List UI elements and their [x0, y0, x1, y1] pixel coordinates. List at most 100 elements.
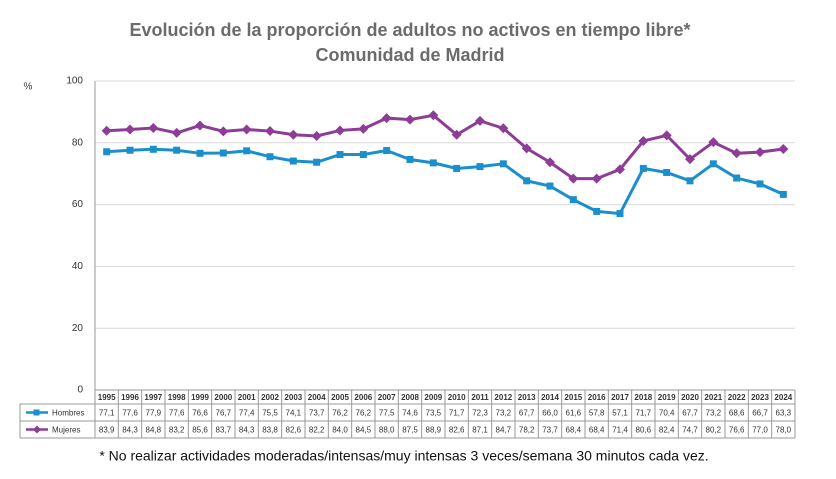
- data-label: 71,7: [636, 409, 652, 418]
- chart-title: Evolución de la proporción de adultos no…: [129, 20, 690, 40]
- marker: [453, 164, 461, 172]
- marker: [731, 148, 742, 159]
- footnote: * No realizar actividades moderadas/inte…: [99, 448, 708, 464]
- marker: [405, 114, 415, 125]
- x-tick-label: 2023: [751, 393, 769, 402]
- y-tick-label: 20: [72, 323, 84, 334]
- data-label: 71,4: [612, 426, 628, 435]
- x-tick-label: 2024: [774, 393, 792, 402]
- marker: [661, 130, 672, 141]
- marker: [101, 125, 112, 136]
- x-tick-label: 1998: [168, 393, 186, 402]
- data-label: 67,7: [682, 409, 698, 418]
- data-label: 77,0: [752, 426, 768, 435]
- marker: [126, 146, 134, 154]
- marker: [616, 210, 624, 218]
- x-tick-label: 2016: [588, 393, 606, 402]
- marker: [289, 157, 297, 165]
- data-label: 68,6: [729, 409, 745, 418]
- marker: [638, 135, 649, 146]
- marker: [241, 124, 252, 135]
- marker: [218, 126, 229, 137]
- data-label: 72,3: [472, 409, 488, 418]
- data-label: 82,6: [449, 426, 465, 435]
- y-tick-label: 100: [66, 76, 83, 87]
- x-tick-label: 2011: [471, 393, 489, 402]
- marker: [383, 147, 391, 155]
- x-tick-label: 2017: [611, 393, 629, 402]
- x-tick-label: 2002: [261, 393, 279, 402]
- y-tick-label: 80: [72, 137, 84, 148]
- data-label: 76,2: [332, 409, 348, 418]
- marker: [125, 124, 135, 135]
- data-label: 73,5: [426, 409, 442, 418]
- y-tick-label: 0: [77, 385, 83, 396]
- y-axis-label: %: [24, 82, 33, 93]
- data-label: 80,6: [636, 426, 652, 435]
- marker: [313, 158, 321, 166]
- x-tick-label: 2020: [681, 393, 699, 402]
- data-label: 63,3: [776, 409, 792, 418]
- data-label: 77,5: [379, 409, 395, 418]
- marker: [243, 147, 251, 155]
- data-label: 84,7: [496, 426, 512, 435]
- data-label: 77,6: [122, 409, 138, 418]
- marker: [685, 154, 695, 165]
- legend-label: Mujeres: [52, 426, 80, 435]
- marker: [149, 145, 157, 153]
- x-tick-label: 2005: [331, 393, 349, 402]
- x-tick-label: 1999: [191, 393, 209, 402]
- marker: [499, 160, 507, 168]
- marker: [569, 196, 577, 204]
- data-label: 80,2: [706, 426, 722, 435]
- data-label: 73,2: [496, 409, 512, 418]
- y-tick-label: 60: [72, 199, 84, 210]
- data-label: 74,6: [402, 409, 418, 418]
- marker: [311, 131, 322, 142]
- data-label: 75,5: [262, 409, 278, 418]
- data-label: 77,1: [99, 409, 115, 418]
- x-tick-label: 2004: [308, 393, 326, 402]
- x-tick-label: 2012: [494, 393, 512, 402]
- data-label: 84,0: [332, 426, 348, 435]
- marker: [195, 120, 205, 131]
- data-label: 77,4: [239, 409, 255, 418]
- marker: [546, 182, 554, 190]
- data-label: 82,4: [659, 426, 675, 435]
- marker: [591, 173, 602, 184]
- marker: [756, 180, 764, 188]
- data-label: 88,9: [426, 426, 442, 435]
- x-tick-label: 2015: [564, 393, 582, 402]
- data-label: 87,5: [402, 426, 418, 435]
- marker: [335, 125, 345, 136]
- data-label: 83,9: [99, 426, 115, 435]
- data-label: 78,2: [519, 426, 535, 435]
- marker: [521, 143, 532, 154]
- marker: [709, 160, 717, 168]
- x-tick-label: 1995: [98, 393, 116, 402]
- marker: [173, 146, 181, 154]
- legend-marker: [33, 409, 40, 416]
- x-tick-label: 2000: [214, 393, 232, 402]
- marker: [778, 143, 789, 154]
- marker: [476, 163, 484, 171]
- data-label: 68,4: [589, 426, 605, 435]
- marker: [451, 129, 462, 140]
- marker: [336, 151, 344, 159]
- data-label: 83,7: [216, 426, 232, 435]
- data-label: 73,7: [542, 426, 558, 435]
- data-label: 66,0: [542, 409, 558, 418]
- data-label: 76,6: [192, 409, 208, 418]
- marker: [359, 151, 367, 159]
- data-label: 84,3: [122, 426, 138, 435]
- x-tick-label: 2010: [448, 393, 466, 402]
- data-label: 57,8: [589, 409, 605, 418]
- x-tick-label: 2003: [284, 393, 302, 402]
- series-line: [106, 113, 784, 181]
- marker: [545, 157, 555, 168]
- x-tick-label: 2009: [424, 393, 442, 402]
- x-tick-label: 1996: [121, 393, 139, 402]
- chart-subtitle: Comunidad de Madrid: [316, 45, 505, 65]
- marker: [523, 177, 531, 185]
